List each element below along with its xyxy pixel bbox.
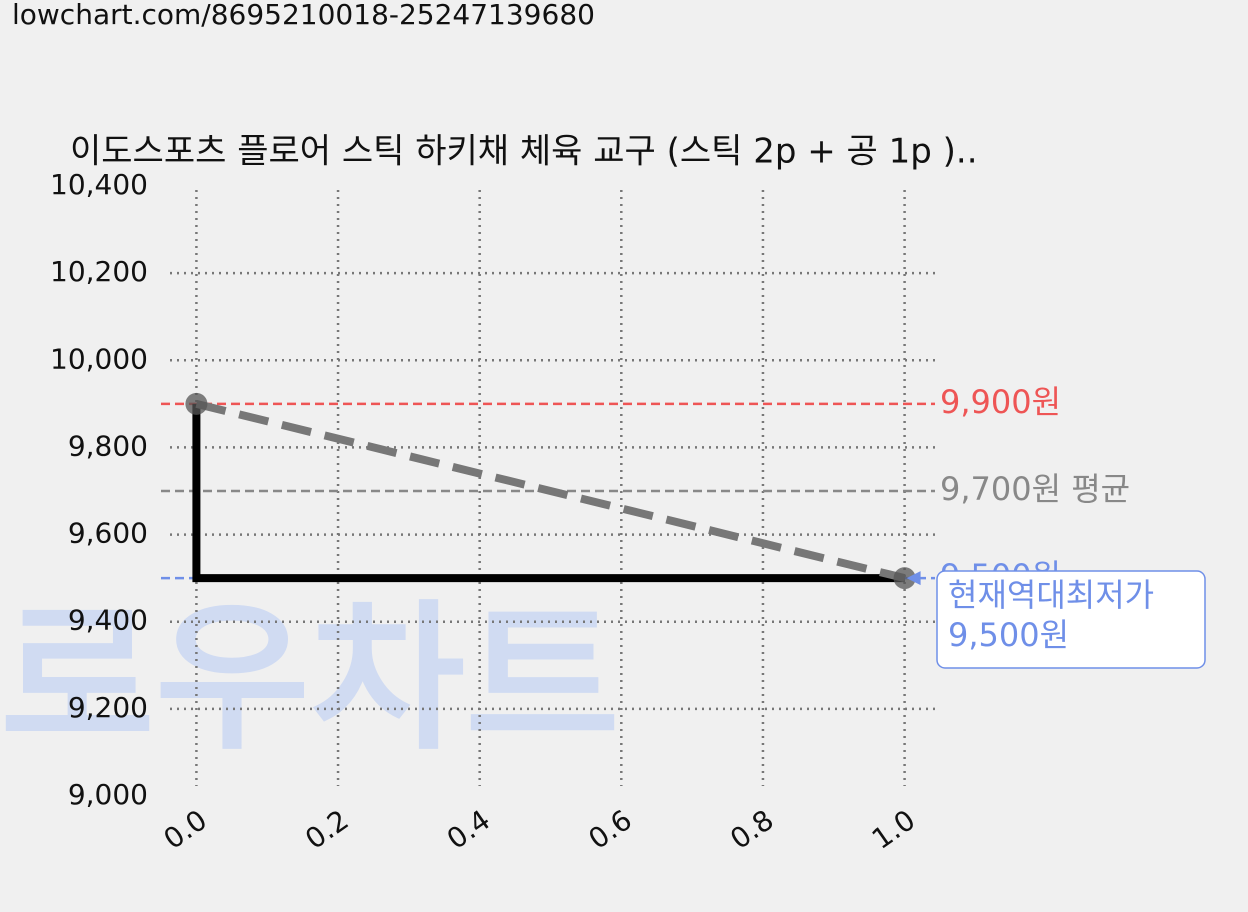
- y-tick-label: 10,200: [50, 255, 148, 288]
- y-tick-label: 9,800: [68, 429, 148, 462]
- line: [195, 399, 906, 583]
- annotation-box: [936, 570, 1206, 669]
- marker: [893, 567, 916, 590]
- y-tick-label: 9,000: [68, 778, 148, 811]
- reference-label: 9,700원 평균: [940, 470, 1130, 508]
- x-tick-label: 0.4: [441, 803, 496, 856]
- y-tick-label: 10,400: [50, 168, 148, 201]
- x-tick-label: 0.8: [724, 803, 779, 856]
- x-tick-label: 0.2: [299, 803, 354, 856]
- line: [192, 403, 905, 583]
- y-tick-label: 10,000: [50, 342, 148, 375]
- watermark: 로우차트: [0, 585, 620, 772]
- annotation-text: 현재역대최저가: [948, 576, 1154, 614]
- y-tick-label: 9,600: [68, 517, 148, 550]
- reference-label: 9,900원: [940, 383, 1061, 421]
- x-tick-label: 1.0: [866, 803, 921, 856]
- chart-title: 이도스포츠 플로어 스틱 하키채 체육 교구 (스틱 2p + 공 1p )..: [70, 132, 978, 172]
- marker: [185, 392, 208, 415]
- x-tick-label: 0.0: [158, 803, 213, 856]
- url: lowchart.com/8695210018-25247139680: [12, 0, 595, 31]
- y-tick-label: 9,200: [68, 691, 148, 724]
- annotation-label: 9,500원: [948, 616, 1069, 654]
- annotation-arrow: [906, 571, 921, 586]
- x-tick-label: 0.6: [583, 803, 638, 856]
- y-tick-label: 9,400: [68, 604, 148, 637]
